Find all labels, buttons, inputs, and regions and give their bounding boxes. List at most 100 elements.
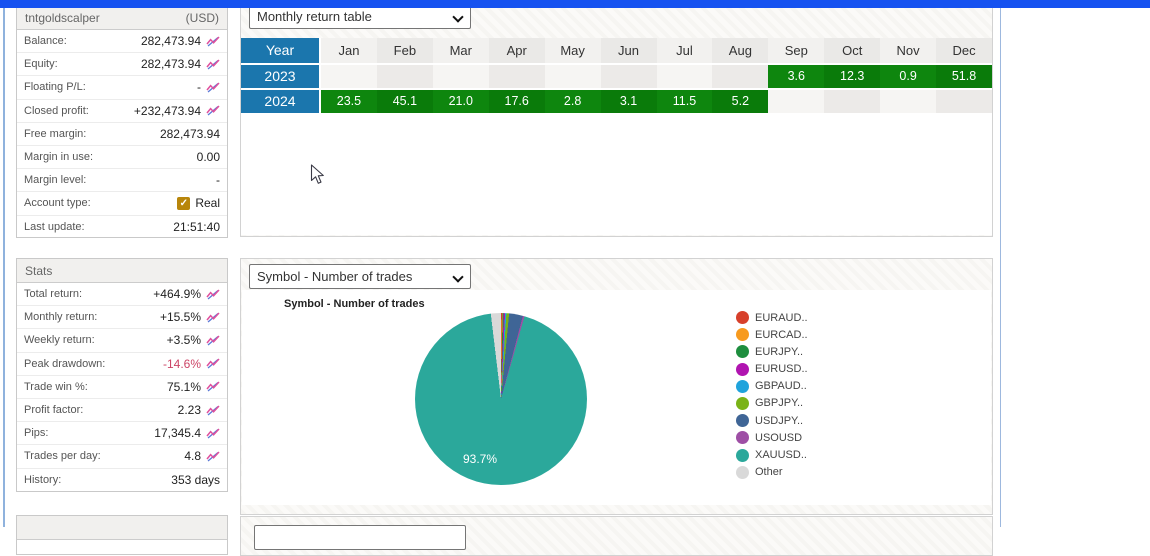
table-empty-cell <box>600 65 657 88</box>
sidebar-row: Profit factor: 2.23 <box>17 397 227 421</box>
sidebar-row-value: -14.6% <box>162 356 201 371</box>
report-type-select[interactable]: Monthly return table <box>249 4 471 29</box>
pie-slice-percent-label: 93.7% <box>463 452 498 466</box>
next-section-select[interactable] <box>254 525 466 550</box>
legend-item: EURUSD.. <box>736 362 808 376</box>
legend-color-dot <box>736 328 749 342</box>
sidebar-row-value: +15.5% <box>159 310 201 325</box>
sidebar-row-value: ✓ Real <box>177 196 220 210</box>
table-year-cell: 2024 <box>241 90 321 113</box>
table-return-cell: 2.8 <box>544 90 601 113</box>
sidebar-row-value: - <box>216 173 220 188</box>
table-header-month: Jan <box>321 38 377 63</box>
chart-link-icon[interactable] <box>206 36 220 47</box>
monthly-return-section: Monthly return table Year Jan Feb Mar Apr May… <box>240 0 993 237</box>
table-return-cell: 3.1 <box>600 90 657 113</box>
chart-link-icon[interactable] <box>206 358 220 369</box>
sidebar-row-value: +3.5% <box>166 333 201 348</box>
sidebar-row-label: Peak drawdown: <box>24 357 106 370</box>
monthly-return-table: Year Jan Feb Mar Apr May Jun Jul Aug Sep Oct Nov Dec… <box>241 38 992 113</box>
table-return-cell: 45.1 <box>376 90 433 113</box>
sidebar-row: Closed profit: +232,473.94 <box>17 98 227 122</box>
sidebar-row-value: 353 days <box>171 472 220 487</box>
account-currency: (USD) <box>185 10 219 25</box>
sidebar-row: Trade win %: 75.1% <box>17 374 227 398</box>
chart-type-select[interactable]: Symbol - Number of trades <box>249 264 471 289</box>
legend-item: GBPAUD.. <box>736 379 808 393</box>
table-empty-cell <box>656 65 713 88</box>
sidebar-row: Free margin: 282,473.94 <box>17 121 227 145</box>
chart-link-icon[interactable] <box>206 82 220 93</box>
sidebar-row-label: Balance: <box>24 35 67 48</box>
table-empty-cell <box>544 65 601 88</box>
table-return-cell: 5.2 <box>712 90 769 113</box>
sidebar-row: Floating P/L: - <box>17 75 227 98</box>
table-return-cell: 17.6 <box>488 90 545 113</box>
legend-color-dot <box>736 396 749 410</box>
chart-link-icon[interactable] <box>206 405 220 416</box>
sidebar-row-label: Closed profit: <box>24 104 89 117</box>
sidebar-row-label: Trade win %: <box>24 380 88 393</box>
legend-item-label: Other <box>755 466 783 479</box>
table-header-month: Apr <box>488 38 545 63</box>
sidebar-row: Margin level: - <box>17 168 227 191</box>
sidebar-row-value: 282,473.94 <box>140 57 201 72</box>
sidebar-row-label: Pips: <box>24 427 49 440</box>
sidebar-row-label: Equity: <box>24 58 58 71</box>
table-header-month: May <box>544 38 601 63</box>
table-header-month: Dec <box>936 38 992 63</box>
legend-item-label: EURAUD.. <box>755 311 808 324</box>
chart-link-icon[interactable] <box>206 105 220 116</box>
table-header-year: Year <box>241 38 321 63</box>
table-header-month: Jul <box>656 38 713 63</box>
chart-link-icon[interactable] <box>206 428 220 439</box>
legend-item: Other <box>736 465 808 479</box>
chart-link-icon[interactable] <box>206 289 220 300</box>
next-sidebar-card-clipped <box>16 515 228 555</box>
table-return-cell: 0.9 <box>880 65 937 88</box>
chart-link-icon[interactable] <box>206 59 220 70</box>
table-empty-cell <box>768 90 825 113</box>
legend-color-dot <box>736 379 749 393</box>
chart-link-icon[interactable] <box>206 451 220 462</box>
chart-link-icon[interactable] <box>206 381 220 392</box>
stats-card: Stats Total return: +464.9% Monthly return… <box>16 258 228 492</box>
symbol-trades-pie-chart <box>415 313 587 485</box>
sidebar-row: Peak drawdown: -14.6% <box>17 351 227 375</box>
sidebar-row-label: Free margin: <box>24 127 87 140</box>
left-frame-line <box>3 8 5 527</box>
browser-top-bar <box>0 0 1150 8</box>
table-return-cell: 11.5 <box>656 90 713 113</box>
legend-color-dot <box>736 465 749 479</box>
sidebar-row-value: 4.8 <box>184 449 201 464</box>
symbol-trades-section: Symbol - Number of trades Symbol - Numbe… <box>240 258 993 515</box>
legend-color-dot <box>736 311 749 324</box>
chart-link-icon[interactable] <box>206 335 220 346</box>
next-card-header <box>17 516 227 540</box>
sidebar-row: Pips: 17,345.4 <box>17 421 227 444</box>
mouse-cursor-icon <box>310 164 324 184</box>
legend-item-label: EURJPY.. <box>755 345 804 358</box>
table-return-cell: 21.0 <box>432 90 489 113</box>
sidebar-row: Total return: +464.9% <box>17 283 227 305</box>
sidebar-row-label: History: <box>24 473 62 486</box>
stats-rows: Total return: +464.9% Monthly return: +15.5… <box>17 283 227 491</box>
table-year-cell: 2023 <box>241 65 321 88</box>
real-account-checkbox-icon: ✓ <box>177 196 191 210</box>
chart-link-icon[interactable] <box>206 312 220 323</box>
sidebar-row: Last update: 21:51:40 <box>17 214 227 238</box>
account-rows: Balance: 282,473.94 Equity: 282,473.94 Float… <box>17 30 227 238</box>
legend-item: GBPJPY.. <box>736 396 808 410</box>
sidebar-row: History: 353 days <box>17 467 227 491</box>
report-type-select-value: Monthly return table <box>257 9 372 24</box>
pie-chart-legend: EURAUD.. EURCAD.. EURJPY.. EURUSD.. GBPAUD..… <box>736 311 808 479</box>
account-card-header: tntgoldscalper (USD) <box>17 6 227 30</box>
sidebar-row-label: Trades per day: <box>24 450 101 463</box>
table-empty-cell <box>880 90 937 113</box>
sidebar-row: Weekly return: +3.5% <box>17 328 227 351</box>
sidebar-row-label: Profit factor: <box>24 404 84 417</box>
sidebar-row-value: - <box>197 80 201 95</box>
sidebar-row-value: +232,473.94 <box>133 103 201 118</box>
table-header-month: Nov <box>880 38 937 63</box>
table-return-cell: 3.6 <box>768 65 825 88</box>
